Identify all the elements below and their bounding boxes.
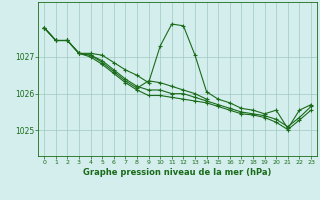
X-axis label: Graphe pression niveau de la mer (hPa): Graphe pression niveau de la mer (hPa) [84,168,272,177]
